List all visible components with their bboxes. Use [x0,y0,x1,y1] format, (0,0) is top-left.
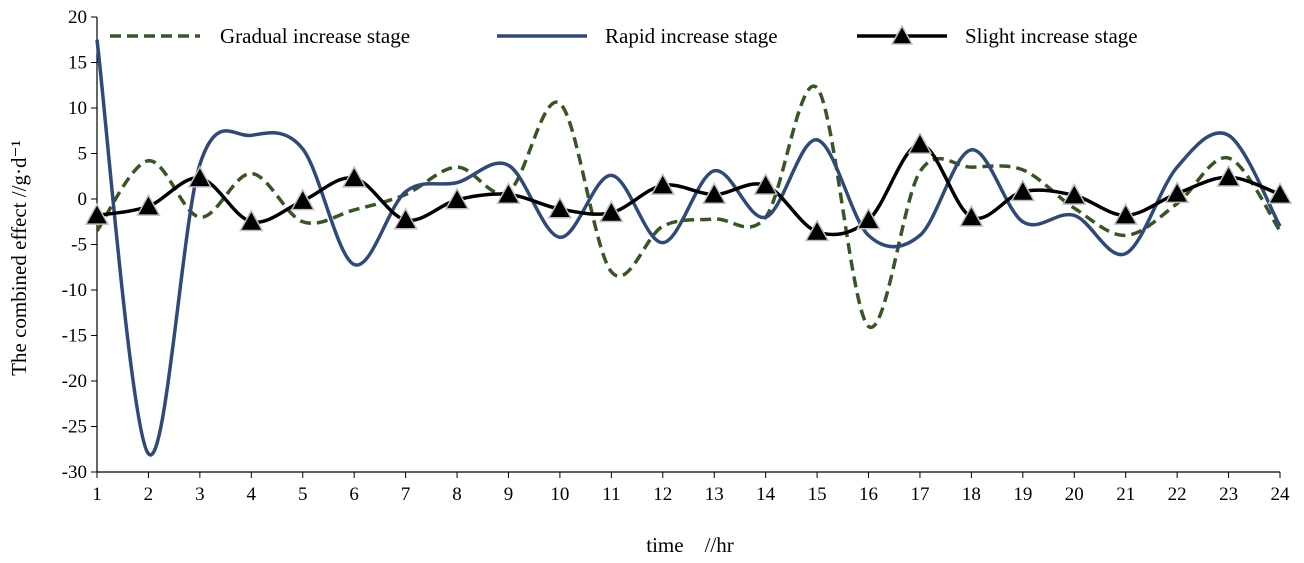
x-tick-label: 15 [808,484,827,505]
x-tick-label: 17 [910,484,929,505]
triangle-marker [341,165,367,188]
triangle-marker [290,188,316,211]
x-tick-label: 2 [144,484,154,505]
triangle-marker [547,196,573,219]
triangle-marker [1061,182,1087,205]
x-tick-label: 9 [504,484,514,505]
legend-item-3: Slight increase stage [857,24,1138,48]
y-tick-label: -15 [62,326,87,347]
x-tick-label: 7 [401,484,411,505]
y-tick-label: -25 [62,417,87,438]
legend: Gradual increase stage Rapid increase sta… [110,24,1138,48]
x-tick-label: 19 [1013,484,1032,505]
series-layer [95,39,1282,457]
x-tick-label: 1 [92,484,102,505]
x-tick-label: 6 [349,484,359,505]
triangle-marker [650,172,676,195]
y-tick-label: -5 [71,235,87,256]
triangle-marker [907,131,933,154]
x-tick-label: 14 [756,484,776,505]
x-tick-label: 8 [452,484,462,505]
y-tick-label: 15 [68,53,87,74]
triangle-marker [1113,202,1138,225]
x-tick-label: 21 [1116,484,1135,505]
marker-layer [84,131,1293,242]
triangle-marker [136,193,161,216]
x-axis-title: time //hr [646,533,734,557]
x-tick-label: 22 [1168,484,1187,505]
triangle-marker [1164,180,1190,204]
triangle-marker [187,165,213,188]
legend-item-1: Gradual increase stage [110,24,410,48]
triangle-marker [239,209,264,232]
x-tick-label: 24 [1271,484,1291,505]
legend-label: Gradual increase stage [220,24,410,48]
y-tick-label: 10 [68,98,87,119]
x-tick-label: 12 [653,484,672,505]
triangle-marker [890,24,914,45]
triangle-marker [84,202,110,225]
legend-label: Rapid increase stage [605,24,778,48]
x-tick-label: 4 [247,484,257,505]
y-tick-label: 5 [78,144,88,165]
x-tick-label: 20 [1065,484,1084,505]
x-tick-label: 11 [602,484,620,505]
triangle-marker [393,207,418,230]
x-tick-label: 13 [705,484,724,505]
x-tick-label: 16 [859,484,878,505]
triangle-marker [804,219,830,242]
x-tick-label: 10 [550,484,569,505]
y-tick-label: -10 [62,280,87,301]
triangle-marker [444,187,470,210]
x-tick-label: 18 [962,484,981,505]
y-tick-label: -20 [62,371,87,392]
triangle-marker [1010,179,1036,202]
triangle-marker [599,200,624,223]
x-tick-label: 23 [1219,484,1238,505]
triangle-marker [753,172,778,195]
triangle-marker [1216,164,1241,187]
y-tick-label: -30 [62,462,87,483]
series-line-2 [95,39,1282,457]
triangle-marker [496,181,521,204]
triangle-marker [1267,181,1293,204]
y-axis-title: The combined effect //g·d⁻¹ [7,140,31,376]
legend-label: Slight increase stage [965,24,1138,48]
triangle-marker [959,204,984,227]
x-tick-label: 5 [298,484,308,505]
legend-item-2: Rapid increase stage [497,24,778,48]
y-tick-label: 20 [68,7,87,28]
triangle-marker [701,181,727,204]
y-tick-label: 0 [78,189,88,210]
series-line-1 [95,84,1282,329]
triangle-marker [856,207,881,230]
x-tick-label: 3 [195,484,205,505]
